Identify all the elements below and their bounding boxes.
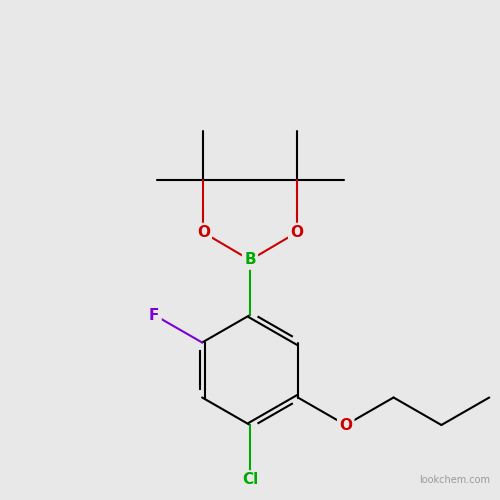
Text: F: F (149, 308, 160, 322)
Text: B: B (244, 252, 256, 268)
Text: Cl: Cl (242, 472, 258, 488)
Text: O: O (290, 225, 303, 240)
Text: lookchem.com: lookchem.com (419, 475, 490, 485)
Text: O: O (339, 418, 352, 432)
Text: O: O (197, 225, 210, 240)
